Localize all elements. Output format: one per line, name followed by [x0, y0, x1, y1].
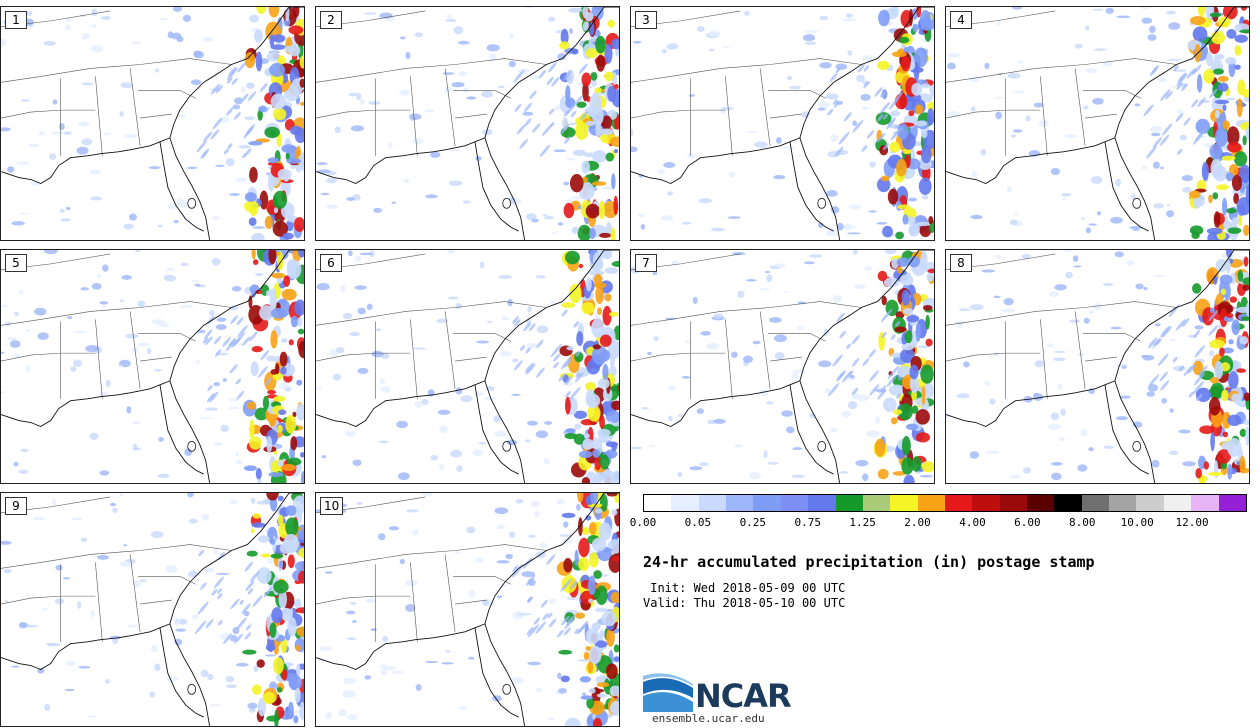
colorbar-swatch — [671, 495, 699, 511]
colorbar-swatch — [1163, 495, 1192, 511]
member-map-panel: 7 — [630, 249, 935, 484]
precip-map — [1, 250, 304, 483]
member-number-label: 3 — [635, 11, 657, 29]
site-url: ensemble.ucar.edu — [652, 712, 765, 725]
member-map-panel: 2 — [315, 6, 620, 241]
member-number-label: 7 — [635, 254, 657, 272]
precip-map — [316, 250, 619, 483]
member-number-label: 8 — [950, 254, 972, 272]
member-map-panel: 6 — [315, 249, 620, 484]
member-map-panel: 8 — [945, 249, 1250, 484]
colorbar-swatch — [862, 495, 891, 511]
precip-map — [1, 493, 304, 726]
colorbar-tick-label: 6.00 — [1014, 516, 1041, 529]
precip-colorbar — [643, 494, 1247, 512]
colorbar-swatch — [1081, 495, 1110, 511]
colorbar-tick-label: 2.00 — [904, 516, 931, 529]
member-map-panel: 4 — [945, 6, 1250, 241]
precip-map — [1, 7, 304, 240]
member-map-panel: 5 — [0, 249, 305, 484]
colorbar-swatch — [1054, 495, 1082, 511]
ncar-logo-icon — [643, 673, 693, 712]
precip-map — [631, 250, 934, 483]
member-number-label: 10 — [320, 497, 344, 515]
colorbar-swatch — [999, 495, 1028, 511]
colorbar-tick-label: 12.00 — [1175, 516, 1209, 529]
colorbar-tick-label: 4.00 — [959, 516, 986, 529]
init-time: Init: Wed 2018-05-09 00 UTC — [643, 581, 846, 595]
colorbar-swatch — [835, 495, 863, 511]
precip-map — [631, 7, 934, 240]
member-number-label: 5 — [5, 254, 27, 272]
colorbar-tick-label: 1.25 — [849, 516, 876, 529]
colorbar-tick-label: 10.00 — [1120, 516, 1154, 529]
colorbar-swatch — [944, 495, 973, 511]
colorbar-tick-label: 8.00 — [1069, 516, 1096, 529]
colorbar-tick-label: 0.05 — [684, 516, 712, 529]
member-map-panel: 3 — [630, 6, 935, 241]
member-number-label: 1 — [5, 11, 27, 29]
colorbar-swatch — [780, 495, 809, 511]
colorbar-swatch — [808, 495, 836, 511]
colorbar-swatch — [917, 495, 945, 511]
colorbar-swatch — [753, 495, 781, 511]
colorbar-swatch — [1027, 495, 1055, 511]
colorbar-tick-label: 0.25 — [739, 516, 767, 529]
precip-map — [316, 7, 619, 240]
chart-title: 24-hr accumulated precipitation (in) pos… — [643, 553, 1095, 571]
colorbar-swatch — [726, 495, 754, 511]
member-map-panel: 9 — [0, 492, 305, 727]
colorbar-swatch — [972, 495, 1000, 511]
precip-map — [946, 250, 1249, 483]
colorbar-tick-label: 0.75 — [794, 516, 821, 529]
colorbar-swatch — [644, 495, 672, 511]
ncar-wordmark: NCAR — [695, 677, 792, 715]
member-number-label: 6 — [320, 254, 342, 272]
colorbar-swatch — [1109, 495, 1137, 511]
colorbar-swatch — [1218, 495, 1246, 511]
precip-map — [316, 493, 619, 726]
colorbar-tick-label: 0.00 — [629, 516, 657, 529]
colorbar-swatch — [1191, 495, 1219, 511]
member-number-label: 9 — [5, 497, 27, 515]
colorbar-swatch — [890, 495, 918, 511]
member-map-panel: 1 — [0, 6, 305, 241]
precip-map — [946, 7, 1249, 240]
colorbar-swatch — [1136, 495, 1164, 511]
valid-time: Valid: Thu 2018-05-10 00 UTC — [643, 596, 846, 610]
member-number-label: 4 — [950, 11, 972, 29]
colorbar-swatch — [698, 495, 727, 511]
member-number-label: 2 — [320, 11, 342, 29]
member-map-panel: 10 — [315, 492, 620, 727]
